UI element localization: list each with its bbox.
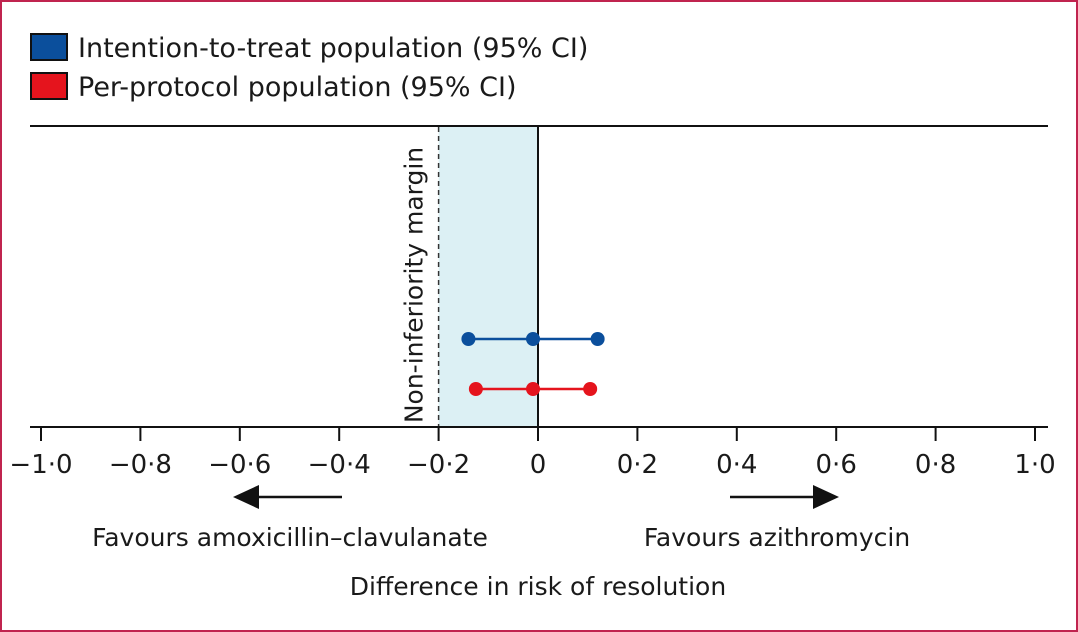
legend-item-itt[interactable]: Intention-to-treat population (95% CI)	[30, 33, 588, 64]
legend: Intention-to-treat population (95% CI) P…	[30, 33, 588, 103]
legend-item-pp[interactable]: Per-protocol population (95% CI)	[30, 72, 517, 103]
legend-swatch-itt	[30, 33, 68, 61]
x-tick-label: −0·2	[407, 450, 470, 480]
x-tick-label: −0·6	[208, 450, 271, 480]
x-tick-label: 1·0	[1014, 450, 1055, 480]
legend-label-pp: Per-protocol population (95% CI)	[78, 72, 517, 103]
x-axis-title: Difference in risk of resolution	[350, 572, 726, 601]
x-axis-ticks: −1·0 −0·8 −0·6 −0·4 −0·2 0 0·2 0·4 0·6 0·8 1·0	[9, 427, 1056, 480]
point-estimate[interactable]	[526, 382, 541, 396]
x-tick-label: 0·2	[617, 450, 658, 480]
favours-right-arrow	[730, 485, 839, 509]
x-tick-label: 0	[530, 450, 547, 480]
ci-lower-point[interactable]	[468, 382, 483, 396]
x-tick-label: −1·0	[9, 450, 72, 480]
non-inferiority-margin-label: Non-inferiority margin	[400, 147, 429, 423]
x-tick-label: 0·8	[915, 450, 956, 480]
x-tick-label: −0·8	[109, 450, 172, 480]
x-tick-label: 0·6	[816, 450, 857, 480]
favours-left-label: Favours amoxicillin–clavulanate	[92, 523, 488, 552]
x-tick-label: −0·4	[308, 450, 371, 480]
ci-marks	[461, 332, 605, 396]
favours-right-label: Favours azithromycin	[644, 523, 910, 552]
point-estimate[interactable]	[526, 332, 541, 346]
x-tick-label: 0·4	[716, 450, 757, 480]
legend-swatch-pp	[30, 72, 68, 100]
ci-lower-point[interactable]	[461, 332, 476, 346]
ci-upper-point[interactable]	[590, 332, 605, 346]
legend-label-itt: Intention-to-treat population (95% CI)	[78, 33, 588, 64]
favours-left-arrow	[233, 485, 342, 509]
ci-upper-point[interactable]	[583, 382, 598, 396]
non-inferiority-region	[438, 127, 538, 427]
